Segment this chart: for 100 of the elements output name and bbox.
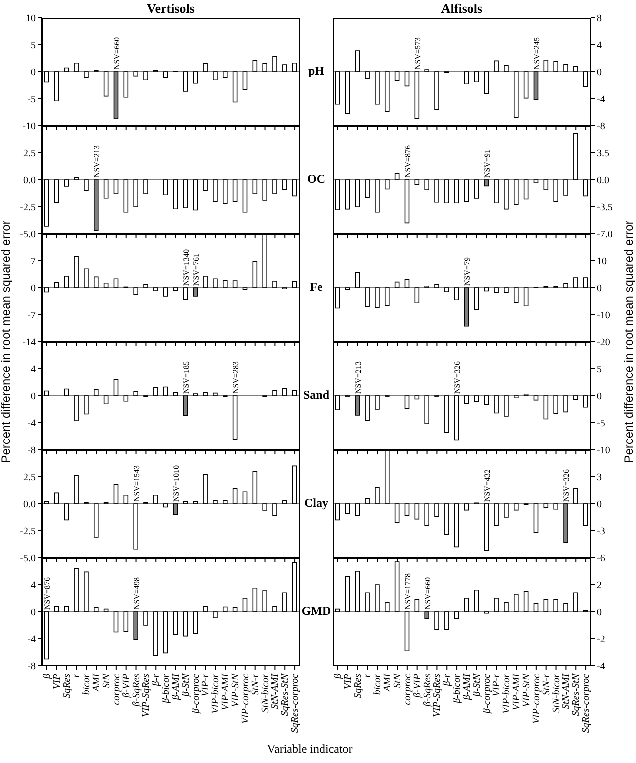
x-tick-label: β-AMI: [170, 673, 182, 702]
x-tick-label: VIP-corproc: [240, 673, 252, 724]
text: OC: [306, 172, 326, 187]
x-tick-label: SqRes-StN: [571, 672, 582, 716]
y-tick-label: 0: [31, 284, 36, 295]
x-tick-label: SqRes: [352, 674, 364, 698]
chart-title: Vertisols: [146, 1, 196, 17]
x-tick-label: β-r: [151, 674, 162, 688]
y-tick-label: 4: [597, 40, 602, 52]
annotation: NSV=1010: [172, 465, 181, 502]
annotation: NSV=1340: [182, 249, 191, 286]
y-tick-label: -4: [597, 94, 606, 106]
y-tick-label: -8: [28, 662, 36, 673]
y-tick-label: -8: [28, 446, 36, 457]
annotation: NSV=79: [462, 257, 472, 286]
y-tick-label: -10: [597, 310, 610, 322]
x-axis-title: Variable indicator: [266, 742, 354, 757]
y-tick-label: -5: [28, 94, 36, 106]
x-tick-label: StN-bicor: [260, 674, 272, 713]
x-tick-label: β-StN: [180, 672, 192, 698]
annotation: NSV=283: [232, 361, 240, 394]
x-tick-label: β-r: [442, 674, 454, 688]
y-tick-label: 10: [597, 256, 607, 268]
y-tick-label: -3: [597, 526, 606, 538]
y-tick-label: 0: [597, 392, 602, 403]
y-axis-title: Percent difference in root mean squared error: [0, 220, 13, 464]
x-tick-label: VIP-bicor: [210, 674, 222, 714]
x-tick-label: corproc: [402, 673, 414, 706]
y-tick-label: -4: [28, 634, 36, 646]
y-tick-label: 0: [31, 68, 36, 79]
y-tick-label: -5.0: [20, 554, 36, 565]
x-tick-label: β-AMI: [462, 673, 473, 702]
x-tick-label: AMI: [382, 673, 394, 693]
x-tick-label: VIP-AMI: [220, 673, 232, 711]
x-tick-label: VIP-SqRes: [432, 674, 444, 718]
y-tick-label: 0.0: [24, 176, 36, 187]
x-tick-label: β-VIP: [121, 674, 132, 699]
x-tick-label: SqRes-corproc: [290, 673, 302, 734]
x-tick-label: SqRes: [62, 674, 73, 698]
y-tick-label: -6: [597, 554, 606, 565]
y-tick-label: -2.5: [20, 202, 36, 214]
x-tick-label: VIP: [52, 674, 63, 690]
y-tick-label: -14: [22, 338, 36, 349]
y-tick-label: -3.5: [597, 202, 613, 214]
x-tick-label: VIP-bicor: [502, 674, 513, 714]
y-tick-label: -2: [597, 634, 606, 646]
x-tick-label: VIP-r: [492, 674, 503, 697]
x-tick-label: r: [72, 674, 83, 678]
x-tick-label: VIP-StN: [230, 672, 242, 708]
y-tick-label: 0.0: [597, 176, 610, 187]
y-tick-label: -5.0: [20, 230, 36, 241]
annotation: NSV=213: [354, 361, 363, 394]
annotation: NSV=432: [482, 469, 492, 502]
x-tick-label: β-corproc: [482, 673, 493, 715]
y-tick-label: 0: [597, 68, 602, 79]
x-tick-label: VIP: [342, 674, 354, 690]
x-tick-label: β-bicor: [161, 674, 172, 704]
x-tick-label: r: [362, 674, 374, 678]
x-tick-label: β-StN: [472, 672, 483, 698]
x-tick-label: bicor: [372, 674, 384, 696]
y-tick-label: 0: [597, 284, 602, 295]
x-tick-label: VIP-SqRes: [141, 674, 152, 718]
x-tick-label: StN-r: [250, 674, 262, 696]
x-tick-label: StN-r: [541, 674, 552, 696]
text: GMD: [300, 604, 332, 619]
y-tick-label: 4: [31, 364, 36, 376]
y-tick-label: -2.5: [20, 526, 36, 538]
x-tick-label: VIP-r: [200, 674, 212, 697]
y-tick-label: 3: [597, 472, 602, 484]
x-tick-label: AMI: [92, 673, 103, 693]
annotation: NSV=185: [182, 361, 191, 394]
text: pH: [307, 64, 326, 79]
x-tick-label: β-SqRes: [131, 674, 142, 708]
text: Fe: [309, 280, 324, 295]
annotation: NSV=326: [562, 469, 572, 502]
annotation: NSV=245: [532, 37, 542, 70]
annotation: NSV=876: [403, 145, 412, 178]
annotation: NSV=326: [453, 361, 462, 394]
x-tick-label: β-bicor: [452, 674, 464, 704]
annotation: NSV=876: [42, 577, 52, 610]
y-tick-label: -8: [597, 122, 606, 133]
text: Sand: [302, 388, 331, 403]
annotation: NSV=1778: [403, 573, 412, 610]
x-tick-label: VIP-StN: [522, 672, 532, 708]
y-tick-label: 2.5: [24, 472, 36, 484]
x-tick-label: β-corproc: [190, 673, 202, 715]
annotation: NSV=213: [92, 145, 102, 178]
y-tick-label: -20: [597, 338, 610, 349]
x-tick-label: StN: [102, 672, 112, 688]
y-tick-label: -5: [597, 418, 606, 430]
x-tick-label: VIP-corproc: [531, 673, 542, 724]
y-tick-label: -10: [22, 122, 36, 133]
x-tick-label: SqRes-corproc: [581, 673, 592, 734]
y-tick-label: 0: [31, 392, 36, 403]
x-tick-label: StN: [392, 672, 404, 688]
x-tick-label: StN-AMI: [561, 673, 572, 710]
y-tick-label: 10: [26, 14, 36, 25]
y-tick-label: 2: [597, 580, 602, 592]
annotation: NSV=498: [132, 577, 142, 610]
x-tick-label: β: [42, 674, 53, 680]
